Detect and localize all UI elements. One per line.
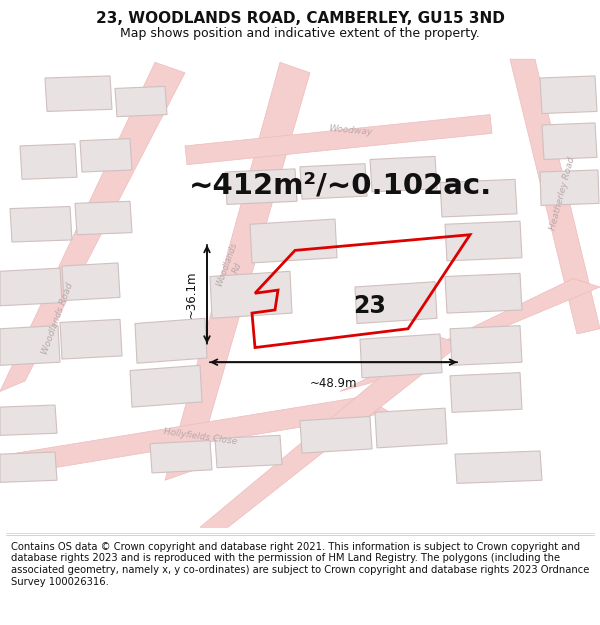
Polygon shape xyxy=(130,366,202,407)
Polygon shape xyxy=(360,334,442,378)
Polygon shape xyxy=(45,76,112,111)
Polygon shape xyxy=(510,59,600,334)
Polygon shape xyxy=(150,441,212,473)
Text: Hollyfields Close: Hollyfields Close xyxy=(163,427,238,446)
Text: Woodway: Woodway xyxy=(328,124,372,137)
Polygon shape xyxy=(20,144,77,179)
Text: 23: 23 xyxy=(353,294,386,318)
Polygon shape xyxy=(540,170,599,206)
Polygon shape xyxy=(215,436,282,468)
Polygon shape xyxy=(340,279,600,391)
Polygon shape xyxy=(0,405,57,436)
Polygon shape xyxy=(370,156,437,192)
Text: ~36.1m: ~36.1m xyxy=(185,271,197,318)
Polygon shape xyxy=(80,139,132,172)
Polygon shape xyxy=(300,416,372,453)
Polygon shape xyxy=(445,221,522,261)
Polygon shape xyxy=(75,201,132,235)
Text: Contains OS data © Crown copyright and database right 2021. This information is : Contains OS data © Crown copyright and d… xyxy=(11,542,589,586)
Text: ~48.9m: ~48.9m xyxy=(310,377,357,389)
Polygon shape xyxy=(185,114,492,165)
Polygon shape xyxy=(455,451,542,483)
Polygon shape xyxy=(62,263,120,301)
Text: ~412m²/~0.102ac.: ~412m²/~0.102ac. xyxy=(188,172,491,199)
Polygon shape xyxy=(450,326,522,366)
Polygon shape xyxy=(60,319,122,359)
Polygon shape xyxy=(300,164,367,199)
Polygon shape xyxy=(0,452,57,482)
Polygon shape xyxy=(0,268,62,306)
Polygon shape xyxy=(440,179,517,217)
Polygon shape xyxy=(355,282,437,324)
Polygon shape xyxy=(450,372,522,413)
Polygon shape xyxy=(135,318,207,363)
Text: Woodlands
Rd: Woodlands Rd xyxy=(215,241,249,291)
Polygon shape xyxy=(0,62,185,391)
Polygon shape xyxy=(10,206,72,242)
Text: Heatherley Road: Heatherley Road xyxy=(548,155,576,231)
Text: Woodlands Road: Woodlands Road xyxy=(41,281,75,356)
Polygon shape xyxy=(225,169,297,204)
Polygon shape xyxy=(10,397,390,470)
Polygon shape xyxy=(165,62,310,480)
Polygon shape xyxy=(115,86,167,117)
Text: 23, WOODLANDS ROAD, CAMBERLEY, GU15 3ND: 23, WOODLANDS ROAD, CAMBERLEY, GU15 3ND xyxy=(95,11,505,26)
Text: Map shows position and indicative extent of the property.: Map shows position and indicative extent… xyxy=(120,28,480,41)
Polygon shape xyxy=(445,273,522,313)
Polygon shape xyxy=(210,271,292,318)
Polygon shape xyxy=(250,219,337,263)
Polygon shape xyxy=(0,326,60,366)
Polygon shape xyxy=(540,76,597,114)
Polygon shape xyxy=(200,334,460,528)
Polygon shape xyxy=(375,408,447,448)
Polygon shape xyxy=(542,123,597,159)
